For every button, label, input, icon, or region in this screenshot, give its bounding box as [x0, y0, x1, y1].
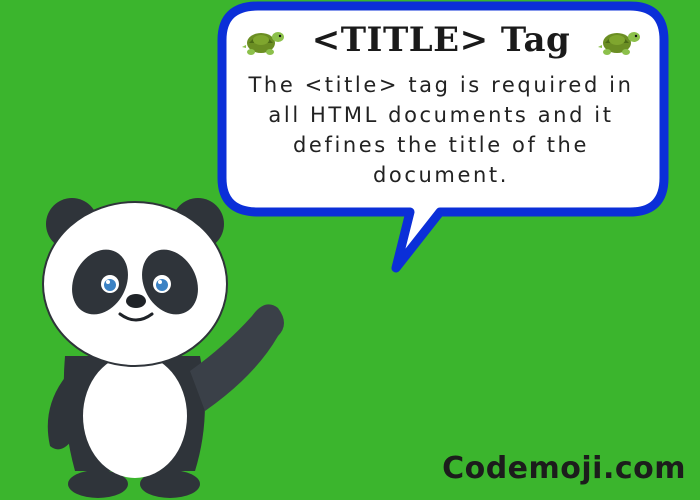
speech-bubble: <TITLE> Tag The <title> tag is required … — [232, 14, 650, 204]
brand-logo: Codemoji.com — [442, 451, 686, 486]
turtle-icon — [598, 32, 641, 55]
turtle-icon — [241, 32, 284, 55]
bubble-body-text: The <title> tag is required in all HTML … — [248, 73, 634, 187]
panda-mascot — [42, 198, 284, 498]
page-title: <TITLE> Tag — [311, 20, 571, 60]
bubble-header: <TITLE> Tag — [232, 14, 650, 66]
